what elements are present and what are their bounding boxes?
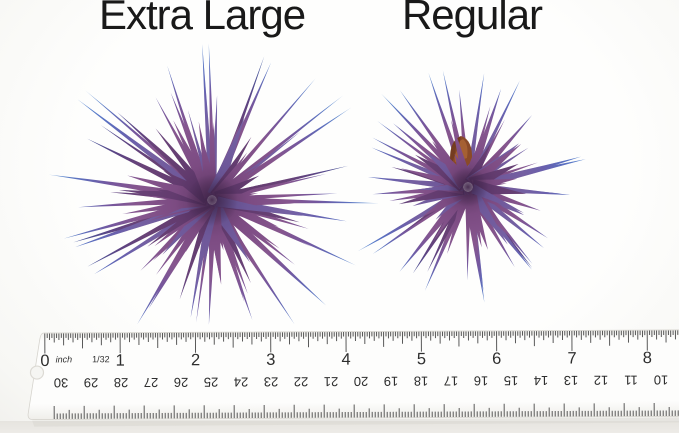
cm-number: 23 bbox=[264, 374, 279, 389]
inch-number: 3 bbox=[266, 351, 275, 369]
inch-fraction-label: 1/32 bbox=[92, 354, 110, 364]
cm-number: 21 bbox=[324, 374, 339, 389]
cm-number: 11 bbox=[624, 373, 638, 388]
cm-number: 24 bbox=[234, 375, 249, 390]
cm-number: 30 bbox=[54, 375, 69, 390]
cm-number: 17 bbox=[444, 373, 459, 388]
inch-number: 5 bbox=[417, 350, 426, 368]
cm-number: 18 bbox=[414, 374, 429, 389]
cm-number: 29 bbox=[84, 375, 99, 390]
plant-center bbox=[186, 174, 238, 226]
cm-number: 22 bbox=[294, 374, 309, 389]
cm-number: 13 bbox=[564, 373, 579, 388]
cm-number: 12 bbox=[594, 373, 609, 388]
label-regular: Regular bbox=[401, 0, 543, 38]
cm-number: 10 bbox=[654, 372, 669, 387]
ruler-hole bbox=[29, 365, 45, 380]
plant-extra-large bbox=[48, 43, 380, 325]
cm-number: 26 bbox=[174, 375, 189, 390]
cm-number: 19 bbox=[384, 374, 399, 389]
cm-number: 16 bbox=[474, 373, 489, 388]
ruler-inch-scale: 0 1 2 3 4 5 6 7 8 inch 1/32 bbox=[40, 330, 679, 370]
inch-number: 6 bbox=[492, 350, 501, 368]
cm-number: 15 bbox=[504, 373, 519, 388]
air-plants bbox=[48, 43, 586, 325]
cm-number: 25 bbox=[204, 375, 219, 390]
ruler-shadow bbox=[32, 417, 679, 427]
inch-unit-label: inch bbox=[56, 354, 73, 364]
inch-number: 2 bbox=[191, 351, 200, 369]
inch-number: 0 bbox=[40, 352, 49, 370]
ruler-cm-scale: 30 29 28 27 26 25 24 23 22 21 20 19 18 17 16 15 14 13 12 11… bbox=[53, 372, 679, 419]
cm-number: 28 bbox=[114, 375, 129, 390]
cm-number: 14 bbox=[534, 373, 549, 388]
inch-number: 7 bbox=[567, 349, 576, 367]
plant-regular bbox=[357, 70, 586, 303]
plant-center bbox=[448, 167, 488, 207]
label-extra-large: Extra Large bbox=[98, 0, 306, 38]
inch-number: 8 bbox=[643, 349, 652, 367]
cm-number: 20 bbox=[354, 374, 369, 389]
cm-number: 27 bbox=[144, 375, 159, 390]
inch-number: 4 bbox=[341, 351, 350, 369]
inch-number: 1 bbox=[116, 352, 125, 370]
ruler-body bbox=[27, 329, 679, 420]
